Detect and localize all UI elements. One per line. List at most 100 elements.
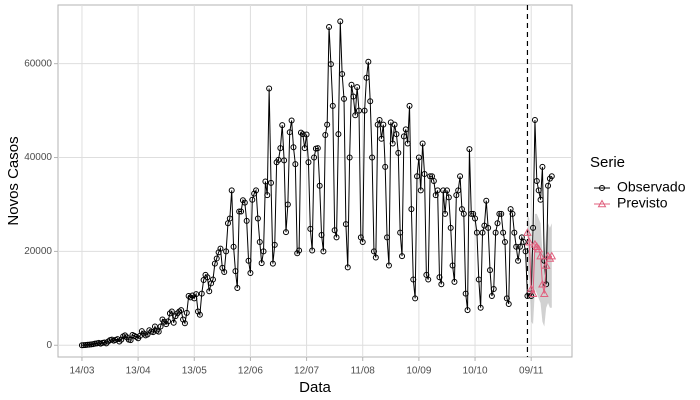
point — [455, 187, 462, 194]
point — [501, 239, 508, 246]
point — [393, 131, 400, 138]
point — [380, 121, 387, 128]
point — [355, 107, 362, 114]
point — [268, 179, 275, 186]
point — [170, 319, 177, 326]
point — [442, 210, 449, 217]
point — [303, 131, 310, 138]
point — [301, 145, 308, 152]
point — [296, 247, 303, 254]
point — [483, 197, 490, 204]
legend-label: Previsto — [617, 195, 668, 211]
point — [305, 159, 312, 166]
point — [477, 304, 484, 311]
point — [350, 93, 357, 100]
point — [382, 163, 389, 170]
y-tick-label: 0 — [46, 340, 52, 351]
legend-label: Observado — [617, 179, 686, 195]
point — [443, 187, 450, 194]
point — [230, 243, 237, 250]
point — [391, 121, 398, 128]
point — [547, 251, 557, 260]
point — [195, 308, 202, 315]
point — [193, 291, 200, 298]
point — [395, 149, 402, 156]
point — [523, 228, 532, 236]
point — [307, 225, 314, 232]
point — [500, 229, 507, 236]
point — [535, 187, 542, 194]
point — [331, 227, 338, 234]
point — [436, 274, 443, 281]
point — [269, 260, 276, 267]
point — [241, 199, 248, 206]
series-line — [526, 232, 553, 294]
point — [127, 337, 134, 344]
point — [492, 229, 499, 236]
point — [290, 144, 297, 151]
point — [326, 24, 333, 31]
point — [545, 182, 552, 189]
point — [256, 239, 263, 246]
point — [318, 231, 325, 238]
point — [165, 318, 172, 325]
point — [389, 140, 396, 147]
point — [217, 245, 224, 252]
point — [183, 309, 190, 316]
x-tick-label: 11/08 — [351, 366, 376, 377]
point — [262, 178, 269, 185]
point — [78, 342, 85, 349]
x-tick-label: 12/07 — [294, 366, 319, 377]
x-tick-label: 09/11 — [519, 366, 544, 377]
point — [369, 154, 376, 161]
point — [361, 107, 368, 114]
point — [198, 290, 205, 297]
x-tick-label: 13/04 — [126, 366, 151, 377]
point — [335, 131, 342, 138]
point — [281, 157, 288, 164]
point — [503, 295, 510, 302]
point — [417, 187, 424, 194]
point — [249, 196, 256, 203]
legend-marker — [597, 199, 607, 208]
point — [324, 121, 331, 128]
y-axis-title: Novos Casos — [5, 136, 22, 225]
point — [178, 307, 185, 314]
point — [472, 215, 479, 222]
confidence-band — [527, 213, 552, 327]
point — [487, 267, 494, 274]
point — [410, 276, 417, 283]
point — [200, 277, 207, 284]
point — [524, 237, 534, 246]
y-tick-label: 20000 — [24, 246, 52, 257]
point — [385, 262, 392, 269]
point — [464, 307, 471, 314]
point — [282, 229, 289, 236]
point — [243, 217, 250, 224]
point — [253, 187, 260, 194]
point — [384, 234, 391, 241]
point — [271, 241, 278, 248]
point — [299, 131, 306, 138]
point — [412, 295, 419, 302]
point — [187, 294, 194, 301]
point — [427, 173, 434, 180]
point — [370, 248, 377, 255]
point — [537, 196, 544, 203]
point — [473, 229, 480, 236]
point — [228, 187, 235, 194]
point — [238, 208, 245, 215]
point — [168, 308, 175, 315]
point — [466, 146, 473, 153]
point — [548, 173, 555, 180]
point — [531, 116, 538, 123]
x-tick-label: 10/09 — [406, 366, 431, 377]
point — [348, 81, 355, 88]
point — [275, 156, 282, 163]
point — [322, 132, 329, 139]
point — [103, 340, 110, 347]
point — [80, 342, 87, 349]
point — [494, 220, 501, 227]
point — [286, 129, 293, 136]
